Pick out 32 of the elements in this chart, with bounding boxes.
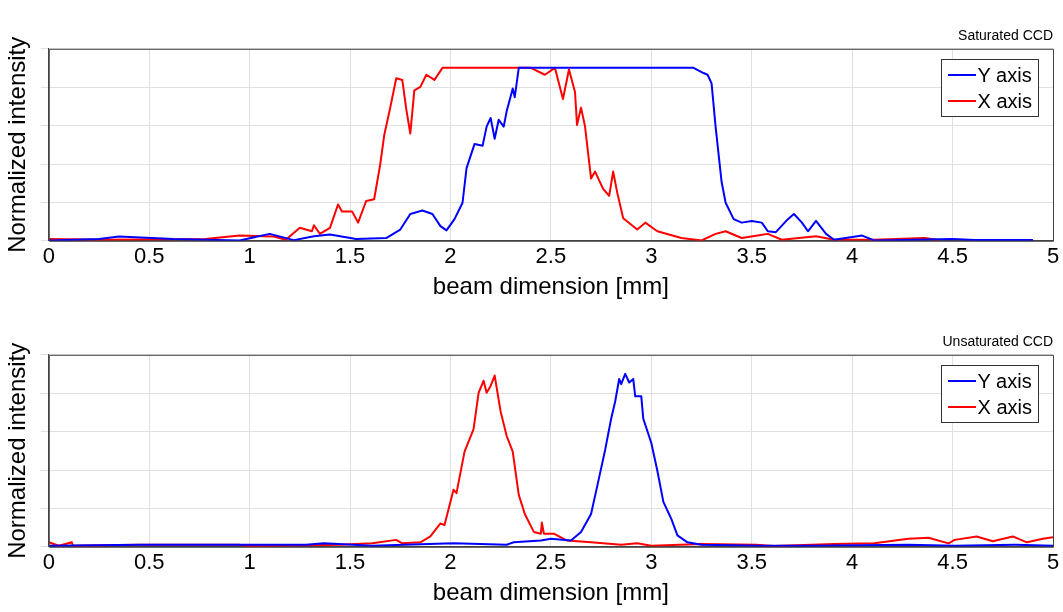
x-tick-label: 4.5 (937, 243, 968, 269)
x-tick-label: 5 (1046, 243, 1060, 269)
x-tick-label: 0.5 (133, 243, 165, 269)
y-axis-title: Normalized intensity (3, 342, 31, 559)
legend-label: X axis (977, 394, 1032, 420)
x-tick-label: 2.5 (535, 549, 567, 575)
x-tick-label: 2.5 (535, 243, 567, 269)
legend-label: Y axis (977, 368, 1032, 394)
x-tick-label: 1.5 (334, 549, 366, 575)
legend-label: X axis (977, 88, 1032, 114)
x-axis-title: beam dimension [mm] (432, 272, 669, 300)
x-tick-label: 3 (645, 243, 658, 269)
x-tick-label: 4 (846, 243, 859, 269)
x-tick-label: 0.5 (133, 549, 165, 575)
x-tick-label: 1.5 (334, 243, 366, 269)
x-tick-label: 5 (1046, 549, 1060, 575)
chart-title: Unsaturated CCD (942, 333, 1053, 350)
x-tick-label: 4 (846, 549, 859, 575)
x-tick-label: 2 (444, 549, 457, 575)
x-tick-label: 0 (42, 243, 55, 269)
x-tick-label: 2 (444, 243, 457, 269)
x-tick-label: 1 (243, 549, 256, 575)
x-tick-label: 3.5 (736, 243, 768, 269)
legend-label: Y axis (977, 62, 1032, 88)
x-axis-title: beam dimension [mm] (432, 578, 669, 606)
x-tick-label: 0 (42, 549, 55, 575)
chart-title: Saturated CCD (958, 27, 1053, 44)
x-tick-label: 4.5 (937, 549, 968, 575)
x-tick-label: 3 (645, 549, 658, 575)
y-axis-title: Normalized intensity (3, 36, 31, 253)
x-tick-label: 3.5 (736, 549, 768, 575)
x-tick-label: 1 (243, 243, 256, 269)
